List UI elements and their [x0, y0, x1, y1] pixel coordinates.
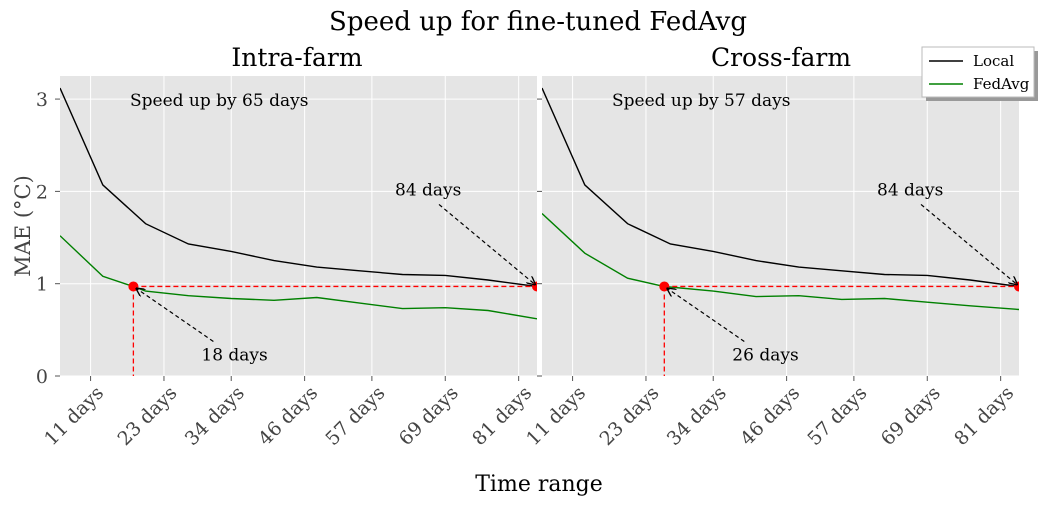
end-label: 84 days — [395, 180, 461, 200]
y-tick-label: 0 — [36, 366, 48, 388]
figure-suptitle: Speed up for fine-tuned FedAvg — [329, 7, 747, 37]
y-tick-label: 2 — [36, 181, 48, 203]
x-tick-label: 57 days — [803, 382, 871, 450]
x-tick-label: 23 days — [113, 382, 181, 450]
y-axis-label: MAE (°C) — [11, 175, 35, 277]
legend-box — [921, 46, 1035, 98]
start-label: 26 days — [732, 345, 798, 365]
series-line-local — [60, 87, 537, 288]
y-tick-label: 3 — [36, 89, 48, 111]
panel-cross-farm: 11 days 23 days 34 days 46 days 57 days 69 da… — [522, 43, 1019, 450]
series-line-local — [542, 87, 1019, 288]
plot-area — [542, 76, 1019, 376]
legend-label-local: Local — [973, 52, 1014, 70]
x-tick-label: 69 days — [395, 382, 463, 450]
x-tick-label: 57 days — [321, 382, 389, 450]
x-tick-label: 46 days — [736, 382, 804, 450]
series-line-fedavg — [542, 212, 1019, 311]
x-tick-label: 46 days — [254, 382, 322, 450]
x-tick-label: 34 days — [181, 382, 249, 450]
plot-area — [60, 76, 537, 376]
speedup-text: Speed up by 65 days — [130, 91, 308, 111]
x-tick-label: 81 days — [468, 382, 536, 450]
end-label: 84 days — [877, 180, 943, 200]
speedup-text: Speed up by 57 days — [612, 91, 790, 111]
y-tick-label: 1 — [36, 274, 48, 296]
x-tick-label: 11 days — [522, 382, 590, 450]
start-label: 18 days — [201, 345, 267, 365]
start-arrow — [667, 288, 745, 342]
legend-label-fedavg: FedAvg — [973, 75, 1030, 93]
x-tick-label: 69 days — [877, 382, 945, 450]
x-axis-label: Time range — [475, 472, 603, 497]
start-arrow — [136, 288, 214, 342]
x-tick-label: 81 days — [950, 382, 1018, 450]
start-marker — [128, 281, 139, 292]
panel-intra-farm: 11 days 23 days 34 days 46 days 57 days 69 da… — [36, 43, 537, 450]
x-tick-label: 23 days — [595, 382, 663, 450]
x-tick-label: 11 days — [40, 382, 108, 450]
x-tick-label: 34 days — [663, 382, 731, 450]
legend: Local FedAvg — [921, 46, 1038, 101]
start-marker — [659, 281, 670, 292]
panel-title: Intra-farm — [231, 43, 362, 72]
panel-title: Cross-farm — [711, 43, 851, 72]
